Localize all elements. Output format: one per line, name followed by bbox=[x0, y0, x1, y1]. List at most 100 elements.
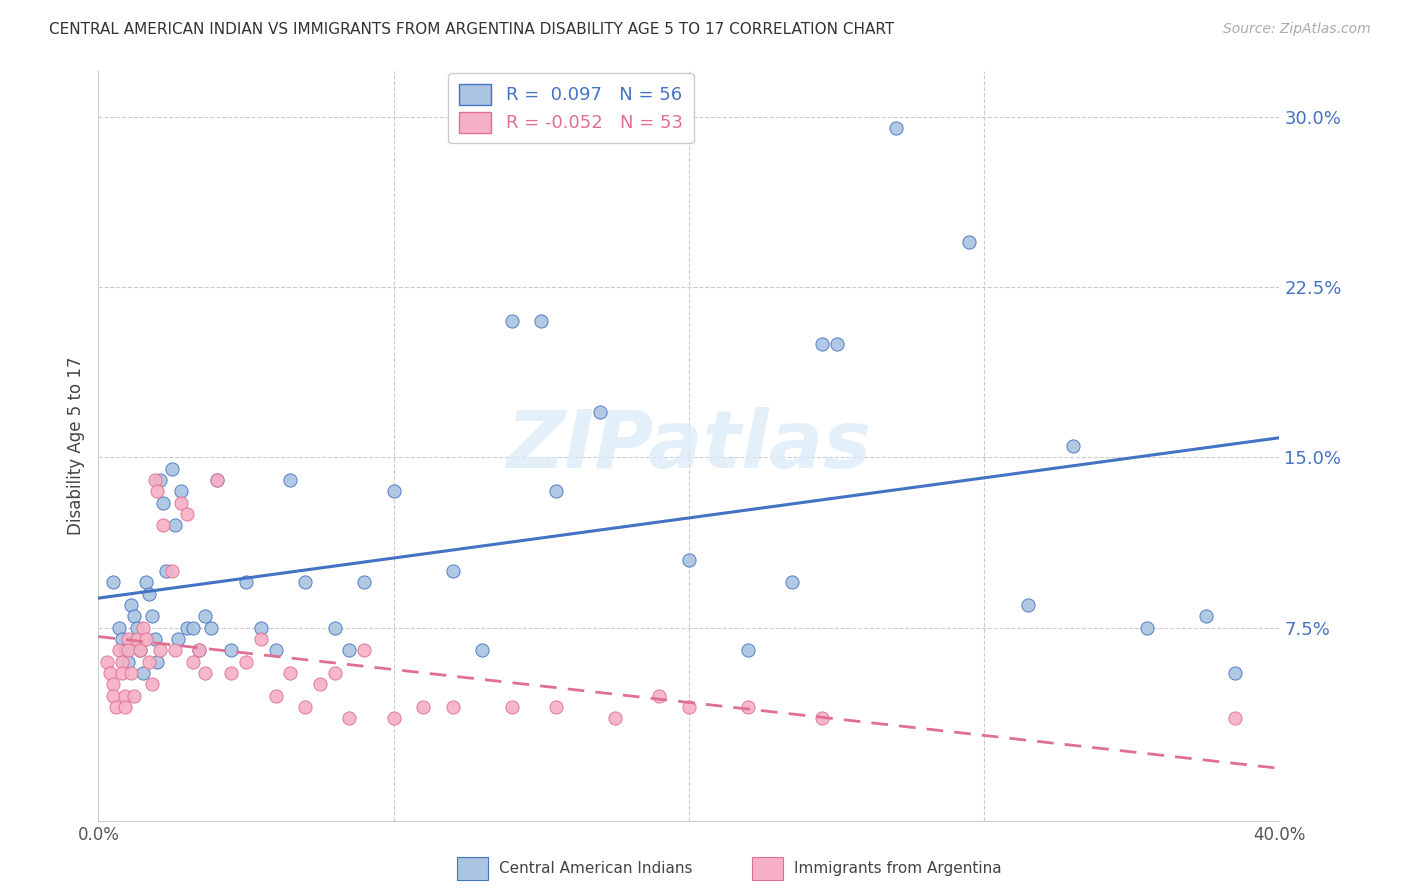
Point bbox=[103, 575, 125, 590]
Text: Central American Indians: Central American Indians bbox=[499, 861, 693, 876]
Point bbox=[146, 655, 169, 669]
Point bbox=[884, 121, 907, 136]
Point bbox=[138, 586, 160, 600]
Point bbox=[165, 518, 187, 533]
Point bbox=[141, 677, 163, 691]
Point bbox=[1225, 711, 1247, 725]
Point bbox=[294, 700, 316, 714]
Text: Source: ZipAtlas.com: Source: ZipAtlas.com bbox=[1223, 22, 1371, 37]
Point bbox=[108, 643, 131, 657]
Point bbox=[353, 575, 375, 590]
Y-axis label: Disability Age 5 to 17: Disability Age 5 to 17 bbox=[66, 357, 84, 535]
Point bbox=[546, 700, 568, 714]
Point bbox=[132, 666, 155, 681]
Point bbox=[294, 575, 316, 590]
Point bbox=[165, 643, 187, 657]
Point bbox=[120, 666, 142, 681]
Point bbox=[152, 496, 174, 510]
Point bbox=[114, 643, 136, 657]
Point bbox=[98, 666, 121, 681]
Point bbox=[264, 643, 287, 657]
Point bbox=[959, 235, 981, 249]
Point bbox=[122, 689, 145, 703]
Point bbox=[111, 632, 134, 646]
Point bbox=[111, 666, 134, 681]
Point bbox=[143, 473, 166, 487]
Point bbox=[471, 643, 494, 657]
Point bbox=[235, 655, 257, 669]
Point bbox=[412, 700, 434, 714]
Point bbox=[1136, 621, 1159, 635]
Point bbox=[810, 336, 832, 351]
Point bbox=[782, 575, 804, 590]
Legend: R =  0.097   N = 56, R = -0.052   N = 53: R = 0.097 N = 56, R = -0.052 N = 53 bbox=[449, 73, 693, 144]
Point bbox=[530, 314, 553, 328]
Point bbox=[108, 621, 131, 635]
Point bbox=[120, 598, 142, 612]
Text: ZIPatlas: ZIPatlas bbox=[506, 407, 872, 485]
Point bbox=[205, 473, 228, 487]
Point bbox=[1018, 598, 1040, 612]
Point bbox=[96, 655, 118, 669]
Text: CENTRAL AMERICAN INDIAN VS IMMIGRANTS FROM ARGENTINA DISABILITY AGE 5 TO 17 CORR: CENTRAL AMERICAN INDIAN VS IMMIGRANTS FR… bbox=[49, 22, 894, 37]
Point bbox=[114, 689, 136, 703]
Point bbox=[280, 473, 302, 487]
Point bbox=[103, 677, 125, 691]
Point bbox=[135, 575, 157, 590]
Point bbox=[146, 484, 169, 499]
Point bbox=[323, 666, 346, 681]
Text: Immigrants from Argentina: Immigrants from Argentina bbox=[794, 861, 1002, 876]
Point bbox=[187, 643, 209, 657]
Point bbox=[155, 564, 177, 578]
Point bbox=[103, 689, 125, 703]
Point bbox=[187, 643, 209, 657]
Point bbox=[170, 496, 193, 510]
Point bbox=[194, 666, 217, 681]
Point bbox=[205, 473, 228, 487]
Point bbox=[149, 473, 172, 487]
Point bbox=[181, 655, 204, 669]
Point bbox=[1062, 439, 1084, 453]
Point bbox=[181, 621, 204, 635]
Point bbox=[441, 564, 464, 578]
Point bbox=[105, 700, 128, 714]
Point bbox=[235, 575, 257, 590]
Point bbox=[143, 632, 166, 646]
Point bbox=[382, 711, 405, 725]
Point bbox=[114, 700, 136, 714]
Point bbox=[141, 609, 163, 624]
Point bbox=[1195, 609, 1218, 624]
Point bbox=[170, 484, 193, 499]
Point bbox=[152, 518, 174, 533]
Point bbox=[132, 621, 155, 635]
Point bbox=[138, 655, 160, 669]
Point bbox=[825, 336, 848, 351]
Point bbox=[250, 632, 273, 646]
Point bbox=[323, 621, 346, 635]
Point bbox=[117, 643, 139, 657]
Point bbox=[353, 643, 375, 657]
Point bbox=[149, 643, 172, 657]
Point bbox=[678, 552, 700, 566]
Point bbox=[122, 609, 145, 624]
Point bbox=[162, 461, 183, 475]
Point bbox=[605, 711, 627, 725]
Point bbox=[162, 564, 183, 578]
Point bbox=[264, 689, 287, 703]
Point bbox=[648, 689, 671, 703]
Point bbox=[194, 609, 217, 624]
Point bbox=[117, 632, 139, 646]
Point bbox=[250, 621, 273, 635]
Point bbox=[441, 700, 464, 714]
Point bbox=[309, 677, 332, 691]
Point bbox=[810, 711, 832, 725]
Point bbox=[117, 655, 139, 669]
Point bbox=[221, 666, 243, 681]
Point bbox=[176, 621, 198, 635]
Point bbox=[176, 507, 198, 521]
Point bbox=[546, 484, 568, 499]
Point bbox=[678, 700, 700, 714]
Point bbox=[737, 700, 759, 714]
Point bbox=[128, 643, 150, 657]
Point bbox=[1225, 666, 1247, 681]
